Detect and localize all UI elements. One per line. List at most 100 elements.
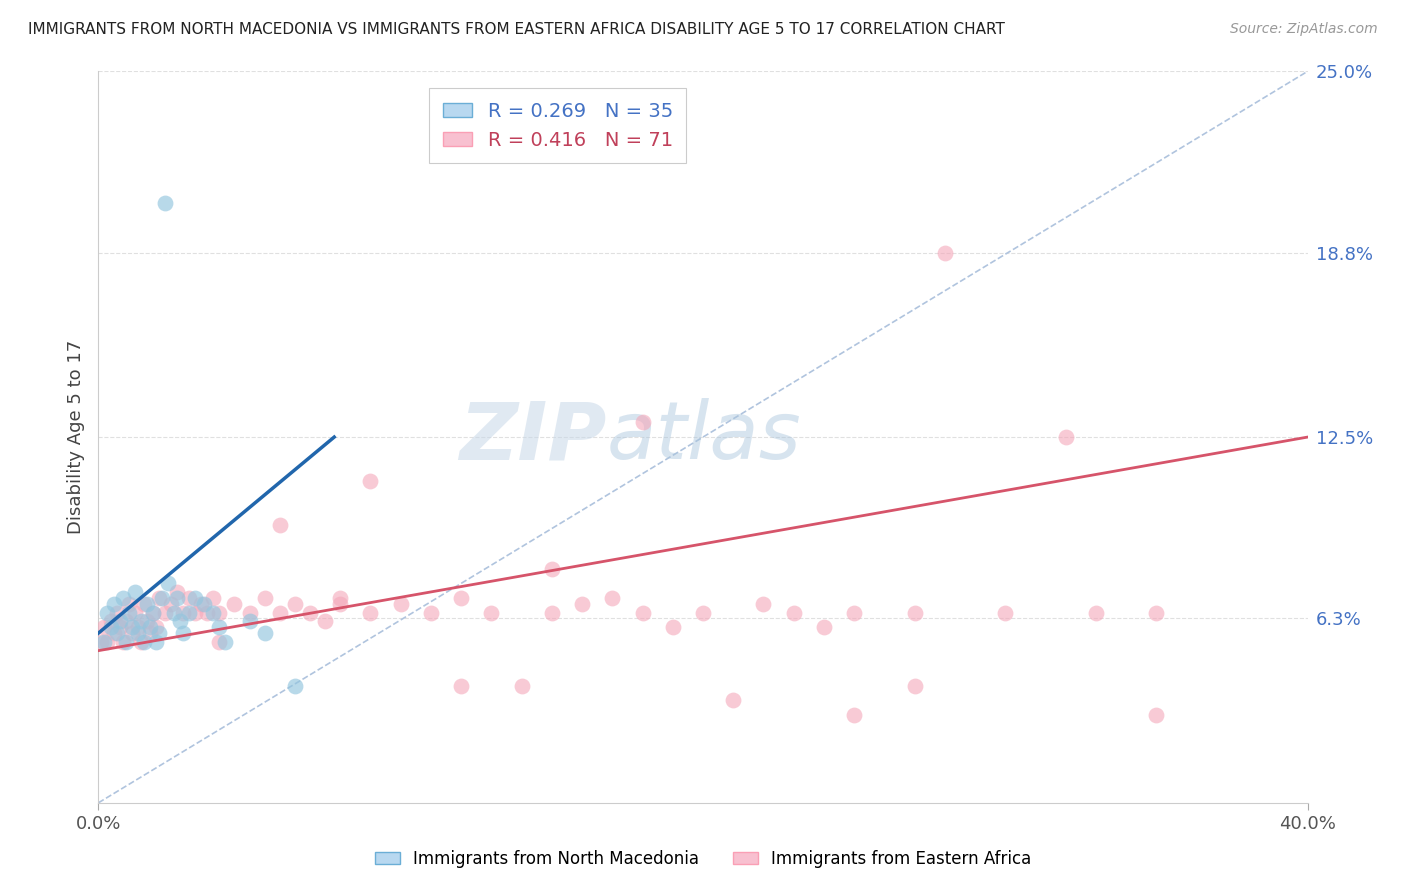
Point bbox=[129, 635, 152, 649]
Point bbox=[253, 626, 276, 640]
Point bbox=[202, 606, 225, 620]
Point bbox=[202, 591, 225, 605]
Text: IMMIGRANTS FROM NORTH MACEDONIA VS IMMIGRANTS FROM EASTERN AFRICA DISABILITY AGE: IMMIGRANTS FROM NORTH MACEDONIA VS IMMIG… bbox=[28, 22, 1005, 37]
Point bbox=[135, 615, 157, 629]
Text: atlas: atlas bbox=[606, 398, 801, 476]
Point bbox=[105, 606, 128, 620]
Point bbox=[145, 635, 167, 649]
Point bbox=[166, 585, 188, 599]
Point bbox=[450, 679, 472, 693]
Point bbox=[661, 620, 683, 634]
Point bbox=[118, 597, 141, 611]
Point bbox=[163, 606, 186, 620]
Point bbox=[193, 597, 215, 611]
Point bbox=[1085, 606, 1108, 620]
Point bbox=[96, 606, 118, 620]
Point bbox=[93, 635, 115, 649]
Point bbox=[631, 606, 654, 620]
Point bbox=[121, 620, 143, 634]
Point bbox=[253, 591, 276, 605]
Point bbox=[179, 591, 201, 605]
Point bbox=[121, 626, 143, 640]
Point bbox=[145, 620, 167, 634]
Point bbox=[93, 620, 115, 634]
Point bbox=[540, 606, 562, 620]
Text: Source: ZipAtlas.com: Source: ZipAtlas.com bbox=[1230, 22, 1378, 37]
Point bbox=[844, 606, 866, 620]
Point bbox=[481, 606, 503, 620]
Point bbox=[269, 517, 291, 532]
Point bbox=[239, 615, 262, 629]
Point bbox=[184, 606, 207, 620]
Point bbox=[299, 606, 322, 620]
Point bbox=[208, 635, 231, 649]
Point bbox=[153, 196, 176, 211]
Point bbox=[172, 626, 194, 640]
Point bbox=[114, 615, 136, 629]
Point bbox=[179, 606, 201, 620]
Point bbox=[129, 615, 152, 629]
Point bbox=[184, 591, 207, 605]
Point bbox=[360, 474, 382, 488]
Point bbox=[329, 591, 352, 605]
Point bbox=[103, 626, 125, 640]
Point bbox=[108, 620, 131, 634]
Point bbox=[96, 635, 118, 649]
Point bbox=[135, 597, 157, 611]
Point bbox=[904, 606, 927, 620]
Point bbox=[692, 606, 714, 620]
Point bbox=[540, 562, 562, 576]
Point bbox=[752, 597, 775, 611]
Point bbox=[994, 606, 1017, 620]
Point bbox=[329, 597, 352, 611]
Point bbox=[783, 606, 806, 620]
Point bbox=[150, 591, 173, 605]
Point bbox=[132, 597, 155, 611]
Legend: R = 0.269   N = 35, R = 0.416   N = 71: R = 0.269 N = 35, R = 0.416 N = 71 bbox=[429, 88, 686, 163]
Point bbox=[208, 606, 231, 620]
Point bbox=[172, 606, 194, 620]
Point bbox=[153, 606, 176, 620]
Y-axis label: Disability Age 5 to 17: Disability Age 5 to 17 bbox=[66, 340, 84, 534]
Point bbox=[284, 679, 307, 693]
Point bbox=[1054, 430, 1077, 444]
Point bbox=[631, 416, 654, 430]
Point bbox=[132, 635, 155, 649]
Point bbox=[602, 591, 624, 605]
Point bbox=[124, 606, 146, 620]
Point bbox=[114, 635, 136, 649]
Point bbox=[1144, 708, 1167, 723]
Legend: Immigrants from North Macedonia, Immigrants from Eastern Africa: Immigrants from North Macedonia, Immigra… bbox=[368, 844, 1038, 875]
Point bbox=[224, 597, 246, 611]
Point bbox=[139, 626, 162, 640]
Point bbox=[127, 620, 149, 634]
Point bbox=[1144, 606, 1167, 620]
Point bbox=[111, 635, 134, 649]
Point bbox=[284, 597, 307, 611]
Point bbox=[214, 635, 236, 649]
Point bbox=[510, 679, 533, 693]
Point bbox=[142, 606, 165, 620]
Point bbox=[105, 626, 128, 640]
Point bbox=[166, 591, 188, 605]
Point bbox=[108, 615, 131, 629]
Point bbox=[160, 597, 183, 611]
Point bbox=[269, 606, 291, 620]
Point bbox=[142, 606, 165, 620]
Point bbox=[124, 585, 146, 599]
Point bbox=[148, 591, 170, 605]
Point bbox=[904, 679, 927, 693]
Point bbox=[360, 606, 382, 620]
Point bbox=[195, 606, 218, 620]
Point bbox=[127, 626, 149, 640]
Point bbox=[118, 606, 141, 620]
Point bbox=[813, 620, 835, 634]
Point bbox=[90, 635, 112, 649]
Point bbox=[100, 615, 122, 629]
Point bbox=[450, 591, 472, 605]
Point bbox=[208, 620, 231, 634]
Text: ZIP: ZIP bbox=[458, 398, 606, 476]
Point bbox=[139, 620, 162, 634]
Point bbox=[169, 615, 191, 629]
Point bbox=[239, 606, 262, 620]
